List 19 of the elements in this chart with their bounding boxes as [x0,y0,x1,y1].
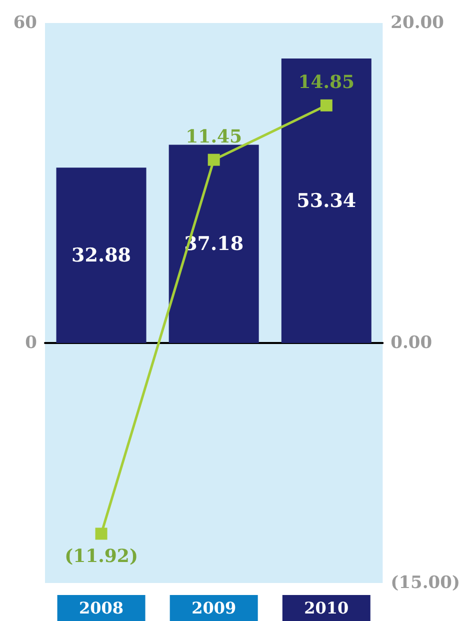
bar [56,168,146,343]
point [320,99,332,112]
data-label: 14.85 [298,72,355,93]
y-tick-label: 60 [13,13,38,33]
data-label: 11.45 [186,126,242,148]
y2-tick-label: (15.00) [390,573,460,593]
x-tick-label: 2010 [304,598,349,618]
x-tick-label: 2009 [192,598,236,618]
bar [281,58,372,343]
data-label: (11.92) [64,546,138,568]
y2-tick-label: 0.00 [390,333,432,353]
y-tick-label: 0 [25,333,38,353]
data-label: 32.88 [72,244,132,266]
data-label: 53.34 [296,190,356,212]
bar [168,144,259,343]
point [208,154,220,166]
x-tick-label: 2008 [79,598,124,618]
y2-tick-label: 20.00 [390,13,444,33]
point [95,528,108,540]
